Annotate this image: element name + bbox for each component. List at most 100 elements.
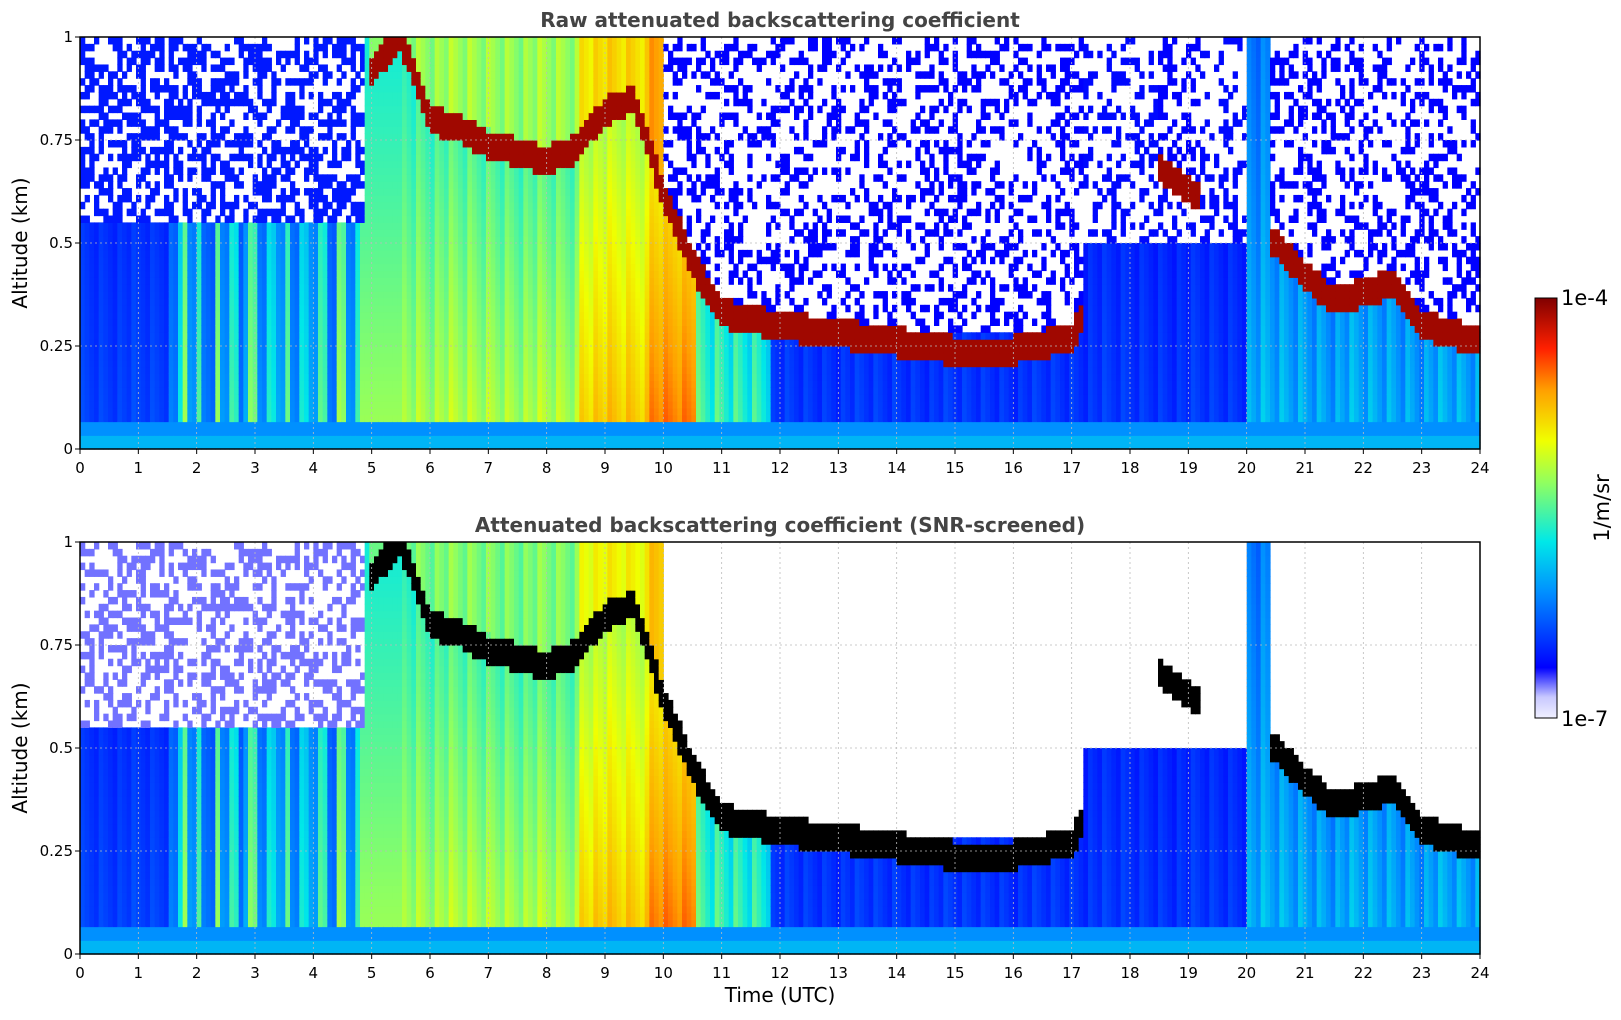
heatmap-cell (313, 442, 319, 450)
heatmap-cell (355, 407, 361, 416)
heatmap-cell (411, 194, 417, 203)
heatmap-cell (425, 64, 431, 72)
heatmap-cell (117, 339, 123, 347)
heatmap-cell (360, 243, 366, 251)
heatmap-cell (444, 140, 450, 148)
heatmap-cell (514, 215, 520, 223)
heatmap-cell (294, 112, 300, 120)
heatmap-cell (178, 133, 184, 141)
heatmap-cell (262, 421, 268, 429)
heatmap-cell (476, 215, 482, 223)
heatmap-cell (509, 366, 515, 375)
heatmap-cell (294, 105, 300, 114)
heatmap-cell (304, 57, 310, 66)
heatmap-cell (234, 311, 240, 320)
heatmap-cell (145, 387, 151, 395)
heatmap-cell (402, 428, 408, 436)
heatmap-cell (430, 435, 436, 443)
heatmap-cell (425, 119, 431, 127)
heatmap-cell (243, 194, 249, 203)
heatmap-cell (425, 284, 431, 292)
heatmap-cell (336, 277, 342, 285)
heatmap-cell (94, 373, 100, 381)
heatmap-cell (103, 297, 109, 306)
heatmap-cell (136, 400, 142, 409)
heatmap-cell (266, 153, 272, 162)
heatmap-cell (383, 133, 389, 141)
heatmap-cell (89, 387, 95, 395)
heatmap-cell (332, 332, 338, 340)
heatmap-cell (89, 304, 95, 313)
heatmap-cell (355, 297, 361, 306)
heatmap-cell (453, 407, 459, 416)
heatmap-cell (416, 91, 422, 100)
heatmap-cell (294, 325, 300, 333)
heatmap-cell (182, 407, 188, 416)
heatmap-cell (168, 400, 174, 409)
heatmap-cell (168, 380, 174, 388)
heatmap-cell (299, 105, 305, 114)
heatmap-cell (192, 352, 198, 361)
heatmap-cell (523, 291, 529, 299)
heatmap-cell (215, 270, 221, 278)
heatmap-cell (444, 428, 450, 436)
heatmap-cell (392, 263, 398, 272)
heatmap-cell (257, 263, 263, 272)
heatmap-cell (383, 332, 389, 340)
heatmap-cell (439, 71, 445, 79)
heatmap-cell (308, 304, 314, 313)
heatmap-cell (224, 91, 230, 100)
heatmap-cell (453, 332, 459, 340)
heatmap-cell (238, 181, 244, 189)
heatmap-cell (490, 270, 496, 278)
heatmap-cell (145, 249, 151, 258)
heatmap-cell (360, 339, 366, 347)
heatmap-cell (224, 435, 230, 443)
heatmap-cell (262, 98, 268, 107)
heatmap-cell (346, 332, 352, 340)
heatmap-cell (276, 380, 282, 388)
heatmap-cell (420, 243, 426, 251)
heatmap-cell (420, 222, 426, 230)
heatmap-cell (299, 236, 305, 244)
heatmap-cell (448, 263, 454, 272)
heatmap-cell (140, 407, 146, 416)
heatmap-cell (182, 428, 188, 436)
heatmap-cell (504, 421, 510, 429)
heatmap-cell (336, 359, 342, 368)
heatmap-cell (122, 428, 128, 436)
heatmap-cell (98, 332, 104, 340)
heatmap-cell (518, 50, 524, 59)
heatmap-cell (243, 249, 249, 258)
heatmap-cell (103, 387, 109, 395)
heatmap-cell (112, 249, 118, 258)
heatmap-cell (462, 311, 468, 320)
heatmap-cell (131, 442, 137, 450)
heatmap-cell (378, 153, 384, 162)
heatmap-cell (397, 297, 403, 306)
heatmap-cell (164, 194, 170, 203)
heatmap-cell (215, 325, 221, 333)
heatmap-cell (420, 174, 426, 182)
heatmap-cell (509, 188, 515, 196)
heatmap-cell (98, 304, 104, 313)
heatmap-cell (224, 318, 230, 326)
heatmap-cell (336, 50, 342, 59)
heatmap-cell (304, 428, 310, 436)
heatmap-cell (476, 140, 482, 148)
heatmap-cell (392, 78, 398, 86)
heatmap-cell (290, 414, 296, 423)
heatmap-cell (425, 428, 431, 436)
heatmap-cell (369, 50, 375, 59)
heatmap-cell (425, 85, 431, 93)
heatmap-cell (164, 119, 170, 127)
heatmap-cell (290, 105, 296, 114)
heatmap-cell (168, 277, 174, 285)
heatmap-cell (355, 304, 361, 313)
heatmap-cell (528, 421, 534, 429)
heatmap-cell (341, 256, 347, 265)
heatmap-cell (402, 174, 408, 182)
heatmap-cell (444, 318, 450, 326)
heatmap-cell (196, 222, 202, 230)
heatmap-cell (215, 140, 221, 148)
